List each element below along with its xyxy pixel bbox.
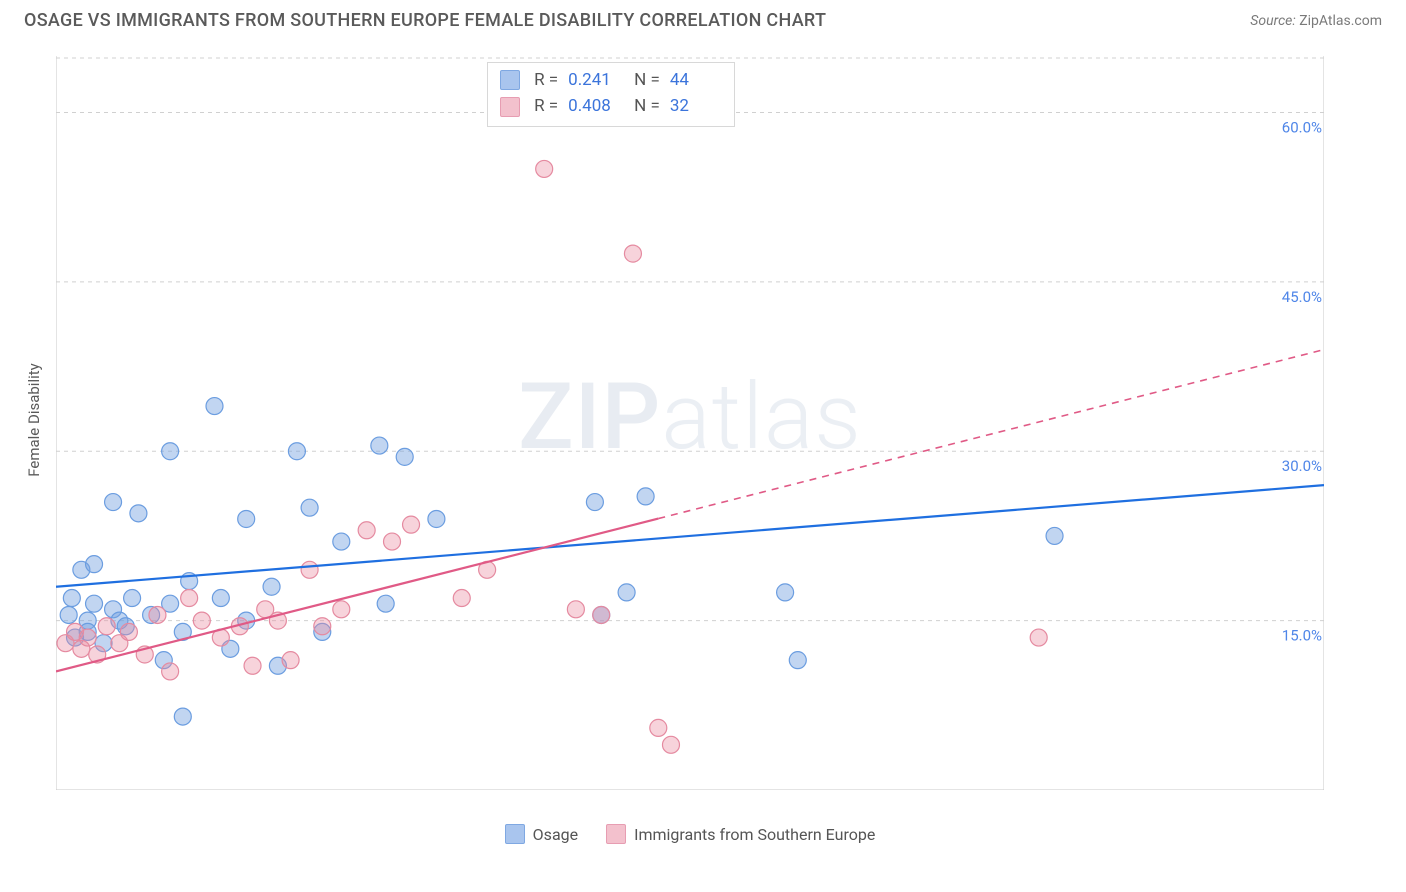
blue-point [263, 578, 280, 595]
plot-region: 15.0%30.0%45.0%60.0%0.0%40.0% ZIPatlas R… [56, 56, 1324, 790]
pink-point [624, 245, 641, 262]
blue-point [1046, 527, 1063, 544]
pink-point [358, 522, 375, 539]
stat-n-label: N = [634, 93, 660, 119]
pink-point [314, 618, 331, 635]
blue-point [371, 437, 388, 454]
blue-point [212, 590, 229, 607]
pink-point [567, 601, 584, 618]
blue-point [396, 448, 413, 465]
blue-point [130, 505, 147, 522]
pink-point [162, 663, 179, 680]
stat-n-label: N = [634, 67, 660, 93]
stat-r-label: R = [534, 67, 558, 93]
legend-item: Osage [505, 824, 578, 844]
y-tick-label: 45.0% [1282, 288, 1322, 306]
pink-point [149, 606, 166, 623]
blue-point [428, 510, 445, 527]
pink-point [403, 516, 420, 533]
blue-point [124, 590, 141, 607]
stat-r-label: R = [534, 93, 558, 119]
pink-point [282, 652, 299, 669]
blue-point [377, 595, 394, 612]
blue-point [586, 494, 603, 511]
blue-point [301, 499, 318, 516]
blue-point [86, 595, 103, 612]
pink-point [1030, 629, 1047, 646]
pink-point [662, 736, 679, 753]
source-name: ZipAtlas.com [1299, 13, 1382, 29]
pink-point [384, 533, 401, 550]
blue-point [60, 606, 77, 623]
y-tick-label: 30.0% [1282, 457, 1322, 475]
source-prefix: Source: [1250, 13, 1295, 29]
blue-point [618, 584, 635, 601]
y-tick-label: 15.0% [1282, 627, 1322, 645]
legend-label: Osage [533, 825, 578, 844]
stat-n-value: 44 [670, 67, 722, 93]
blue-point [174, 708, 191, 725]
pink-swatch [606, 824, 626, 844]
pink-point [120, 623, 137, 640]
legend-item: Immigrants from Southern Europe [606, 824, 875, 844]
blue-point [162, 443, 179, 460]
pink-point [301, 561, 318, 578]
pink-point [453, 590, 470, 607]
pink-point [593, 606, 610, 623]
pink-point [193, 612, 210, 629]
stat-r-value: 0.408 [568, 93, 620, 119]
blue-point [637, 488, 654, 505]
stat-n-value: 32 [670, 93, 722, 119]
pink-point [536, 160, 553, 177]
stats-row: R = 0.241 N = 44 [500, 67, 722, 93]
y-axis-label: Female Disability [25, 363, 43, 477]
source-label: Source: ZipAtlas.com [1250, 13, 1382, 29]
pink-point [79, 629, 96, 646]
pink-point [181, 590, 198, 607]
legend-label: Immigrants from Southern Europe [634, 825, 875, 844]
blue-point [789, 652, 806, 669]
stat-r-value: 0.241 [568, 67, 620, 93]
pink-swatch [500, 97, 520, 117]
blue-point [105, 494, 122, 511]
blue-point [206, 398, 223, 415]
blue-point [63, 590, 80, 607]
pink-point [333, 601, 350, 618]
y-tick-label: 60.0% [1282, 118, 1322, 136]
blue-point [333, 533, 350, 550]
blue-point [288, 443, 305, 460]
blue-point [86, 556, 103, 573]
chart-area: Female Disability 15.0% 30.0% 45.0% 60.0% 0.… [24, 48, 1382, 848]
pink-point [650, 719, 667, 736]
bottom-legend: Osage Immigrants from Southern Europe [56, 824, 1324, 844]
stats-row: R = 0.408 N = 32 [500, 93, 722, 119]
blue-point [777, 584, 794, 601]
pink-point [244, 657, 261, 674]
blue-swatch [505, 824, 525, 844]
stats-box: R = 0.241 N = 44 R = 0.408 N = 32 [487, 62, 735, 127]
blue-point [238, 510, 255, 527]
pink-point [98, 618, 115, 635]
blue-swatch [500, 70, 520, 90]
chart-title: OSAGE VS IMMIGRANTS FROM SOUTHERN EUROPE… [24, 10, 826, 31]
